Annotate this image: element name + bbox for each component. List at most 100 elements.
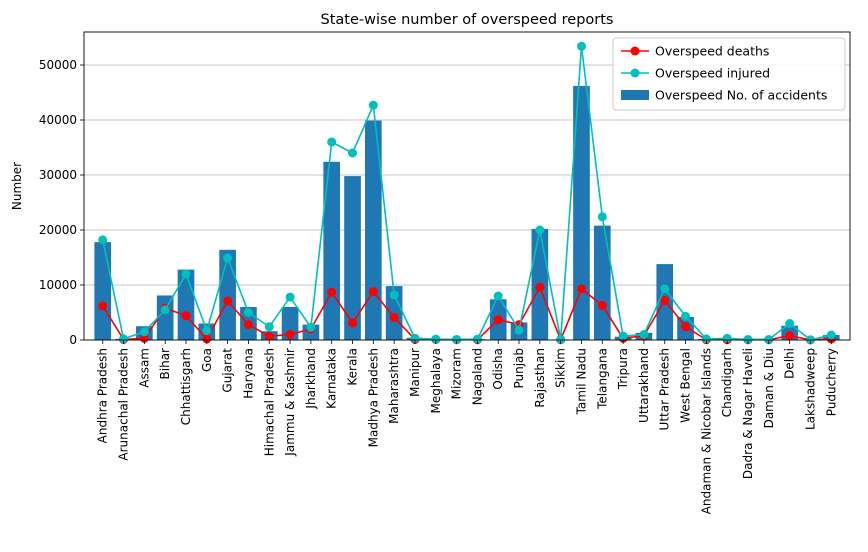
x-tick-label: West Bengal bbox=[679, 348, 693, 423]
x-tick-label: Madhya Pradesh bbox=[366, 348, 380, 447]
data-point bbox=[597, 212, 607, 222]
y-tick-label: 0 bbox=[69, 333, 77, 347]
y-tick-label: 20000 bbox=[39, 223, 77, 237]
legend-label: Overspeed deaths bbox=[655, 44, 769, 59]
x-tick-label: Manipur bbox=[408, 348, 422, 397]
data-point bbox=[576, 284, 586, 294]
x-tick-label: Sikkim bbox=[554, 348, 568, 388]
data-point bbox=[597, 300, 607, 310]
x-tick-label: Bihar bbox=[158, 348, 172, 380]
data-point bbox=[181, 269, 191, 279]
line-series bbox=[98, 41, 836, 345]
x-tick-label: Goa bbox=[200, 348, 214, 372]
x-tick-label: Telangana bbox=[595, 348, 609, 410]
bar bbox=[344, 176, 361, 340]
x-tick-label: Meghalaya bbox=[429, 348, 443, 413]
data-point bbox=[348, 318, 358, 328]
data-point bbox=[681, 311, 691, 321]
y-tick-label: 50000 bbox=[39, 58, 77, 72]
x-tick-label: Maharashtra bbox=[387, 348, 401, 424]
data-point bbox=[722, 333, 732, 343]
y-tick-label: 30000 bbox=[39, 168, 77, 182]
data-point bbox=[139, 333, 149, 343]
data-point bbox=[660, 295, 670, 305]
x-tick-label: Tripura bbox=[616, 348, 630, 390]
data-point bbox=[160, 305, 170, 315]
data-point bbox=[285, 330, 295, 339]
x-tick-label: Chhattisgarh bbox=[179, 348, 193, 425]
data-point bbox=[285, 292, 295, 302]
data-point bbox=[389, 312, 399, 322]
x-tick-label: Uttarakhand bbox=[637, 348, 651, 423]
y-tick-label: 40000 bbox=[39, 113, 77, 127]
data-point bbox=[764, 334, 774, 344]
bar bbox=[94, 242, 112, 340]
x-tick-label: Haryana bbox=[241, 348, 255, 399]
legend-marker bbox=[630, 68, 640, 78]
data-point bbox=[98, 235, 108, 245]
data-point bbox=[743, 334, 753, 344]
x-tick-label: Lakshadweep bbox=[803, 348, 817, 430]
data-point bbox=[389, 290, 399, 300]
bar bbox=[281, 307, 299, 340]
x-tick-label: Rajasthan bbox=[533, 348, 547, 408]
legend-label: Overspeed injured bbox=[655, 66, 770, 81]
x-tick-label: Andaman & Nicobar Islands bbox=[699, 348, 713, 514]
bar bbox=[365, 120, 382, 340]
data-point bbox=[223, 296, 233, 306]
data-point bbox=[493, 291, 503, 301]
data-point bbox=[306, 322, 316, 332]
x-tick-label: Gujarat bbox=[221, 348, 235, 393]
data-point bbox=[785, 331, 795, 341]
data-point bbox=[243, 308, 253, 317]
bar-series bbox=[94, 85, 840, 341]
legend: Overspeed deaths Overspeed injured Overspe… bbox=[612, 37, 846, 111]
plot-frame bbox=[83, 31, 851, 341]
data-point bbox=[202, 326, 212, 336]
x-tick-label: Jammu & Kashmir bbox=[283, 348, 297, 457]
x-tick-label: Puducherry bbox=[824, 348, 838, 416]
data-point bbox=[681, 322, 691, 332]
x-tick-label: Tamil Nadu bbox=[574, 348, 588, 415]
data-point bbox=[493, 315, 503, 325]
x-tick-label: Himachal Pradesh bbox=[262, 348, 276, 456]
x-tick-label: Mizoram bbox=[450, 348, 464, 399]
legend-box bbox=[612, 37, 846, 111]
legend-label: Overspeed No. of accidents bbox=[655, 88, 827, 103]
data-point bbox=[785, 319, 795, 328]
data-point bbox=[348, 148, 358, 158]
x-tick-label: Uttar Pradesh bbox=[658, 348, 672, 430]
data-point bbox=[535, 225, 545, 235]
data-point bbox=[368, 100, 378, 110]
data-point bbox=[535, 282, 545, 292]
axes-frame bbox=[83, 31, 851, 341]
x-tick-label: Arunachal Pradesh bbox=[117, 348, 131, 461]
legend-swatch bbox=[621, 90, 649, 100]
data-point bbox=[98, 301, 108, 311]
x-tick-label: Delhi bbox=[783, 348, 797, 379]
y-axis-label: Number bbox=[10, 162, 24, 210]
data-point bbox=[223, 253, 233, 263]
data-point bbox=[452, 334, 462, 344]
x-tick-label: Nagaland bbox=[470, 348, 484, 405]
data-point bbox=[327, 287, 337, 297]
data-point bbox=[410, 333, 420, 343]
x-tick-label: Kerala bbox=[346, 348, 360, 386]
data-point bbox=[202, 334, 212, 344]
data-point bbox=[243, 320, 253, 330]
bar bbox=[323, 161, 341, 340]
legend-marker bbox=[630, 46, 640, 56]
bar bbox=[573, 85, 590, 341]
y-axis-ticks: 0 10000 20000 30000 40000 50000 bbox=[39, 58, 84, 347]
data-point bbox=[660, 284, 670, 294]
data-point bbox=[119, 334, 129, 344]
data-point bbox=[431, 334, 441, 344]
bar bbox=[177, 269, 195, 340]
x-axis-ticks: Andhra Pradesh Arunachal Pradesh Assam Biha… bbox=[96, 340, 838, 514]
x-tick-label: Chandigarh bbox=[720, 348, 734, 417]
data-point bbox=[472, 334, 482, 344]
x-tick-label: Dadra & Nagar Haveli bbox=[741, 348, 755, 479]
x-tick-label: Assam bbox=[137, 348, 151, 388]
data-point bbox=[368, 287, 378, 297]
